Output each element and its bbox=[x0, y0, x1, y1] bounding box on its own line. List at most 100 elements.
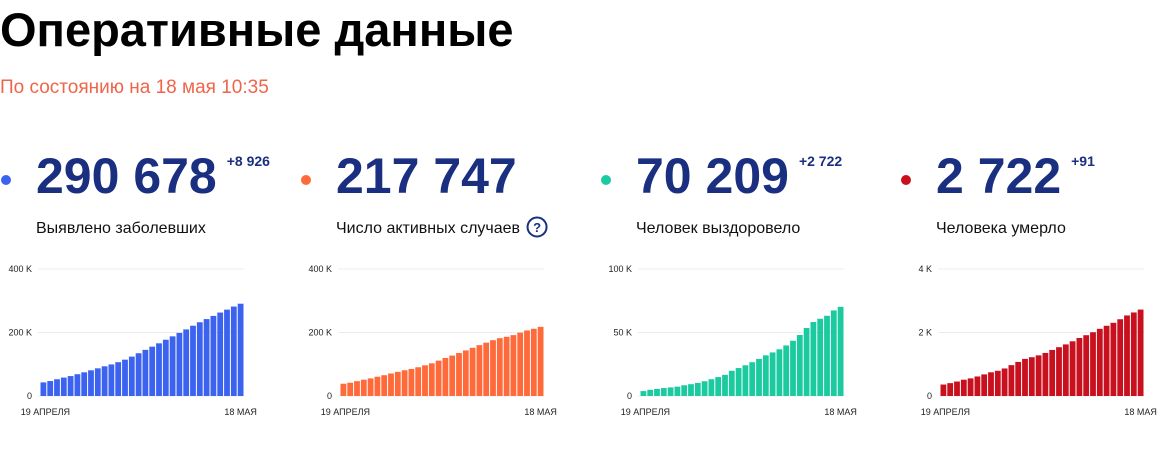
bar bbox=[660, 388, 667, 396]
y-tick-label: 0 bbox=[327, 391, 332, 401]
bar bbox=[790, 340, 796, 396]
bar bbox=[442, 357, 449, 396]
help-icon[interactable] bbox=[526, 216, 548, 238]
bar bbox=[394, 371, 401, 396]
bar bbox=[647, 389, 654, 396]
y-tick-label: 400 K bbox=[308, 264, 332, 274]
bar bbox=[803, 328, 810, 396]
bar bbox=[67, 376, 74, 396]
bar bbox=[1028, 357, 1035, 396]
help-icon-glyph: ? bbox=[533, 220, 541, 235]
bar bbox=[469, 347, 476, 396]
bar bbox=[142, 349, 149, 396]
bar bbox=[967, 378, 974, 396]
bar bbox=[428, 363, 435, 396]
bar bbox=[756, 358, 762, 396]
bar bbox=[1130, 312, 1137, 396]
bar bbox=[108, 364, 115, 396]
y-tick-label: 200 K bbox=[8, 328, 32, 338]
bar bbox=[196, 322, 203, 396]
bar bbox=[667, 387, 674, 396]
bar bbox=[510, 335, 517, 396]
bar bbox=[476, 345, 483, 396]
bar bbox=[415, 367, 422, 396]
bar bbox=[422, 365, 428, 396]
page-title: Оперативные данные bbox=[0, 3, 514, 56]
bar bbox=[1096, 328, 1103, 396]
metric-label: Выявлено заболевших bbox=[36, 220, 206, 237]
bar bbox=[674, 386, 681, 396]
bar bbox=[449, 355, 456, 396]
bar bbox=[1103, 325, 1110, 396]
bar bbox=[1117, 319, 1124, 396]
bar bbox=[483, 342, 490, 396]
bar bbox=[81, 372, 88, 396]
bar bbox=[762, 355, 769, 396]
bar bbox=[722, 374, 728, 396]
bar bbox=[1049, 349, 1056, 396]
bar bbox=[708, 379, 715, 396]
headline-number: 217 747 bbox=[336, 148, 517, 204]
bar bbox=[830, 310, 837, 396]
headline-number: 70 209 bbox=[636, 148, 789, 204]
bar bbox=[1022, 358, 1028, 396]
bar bbox=[1110, 322, 1117, 396]
bar bbox=[776, 349, 783, 396]
bar bbox=[54, 379, 60, 396]
x-tick-label: 18 МАЯ bbox=[224, 407, 257, 417]
bar bbox=[524, 330, 530, 396]
bar bbox=[88, 370, 94, 396]
bar bbox=[530, 328, 537, 396]
bar bbox=[1008, 365, 1015, 396]
bar bbox=[115, 362, 122, 396]
status-dot bbox=[301, 175, 311, 185]
bar bbox=[947, 383, 954, 396]
bar bbox=[728, 370, 735, 396]
bar bbox=[101, 366, 108, 396]
bar bbox=[162, 339, 169, 396]
bar bbox=[388, 373, 394, 396]
bar bbox=[156, 343, 162, 396]
bar bbox=[94, 368, 101, 396]
bar bbox=[981, 374, 988, 396]
y-tick-label: 0 bbox=[927, 391, 932, 401]
bar bbox=[1069, 341, 1076, 396]
bar bbox=[517, 332, 524, 396]
bar bbox=[340, 383, 347, 396]
bar bbox=[824, 315, 830, 396]
bar bbox=[1056, 347, 1062, 396]
bar bbox=[456, 353, 462, 396]
metric-label: Число активных случаев bbox=[336, 220, 520, 237]
y-tick-label: 0 bbox=[627, 391, 632, 401]
bar bbox=[210, 315, 217, 396]
bar bbox=[769, 352, 776, 396]
bar bbox=[462, 350, 469, 396]
bar bbox=[367, 378, 374, 396]
metric-label: Человек выздоровело bbox=[636, 220, 800, 237]
x-tick-label: 19 АПРЕЛЯ bbox=[321, 407, 370, 417]
bar bbox=[783, 345, 790, 396]
bar bbox=[230, 306, 237, 396]
bar bbox=[974, 376, 981, 396]
bar bbox=[817, 318, 824, 396]
bar bbox=[749, 362, 756, 396]
bar bbox=[176, 332, 183, 396]
x-tick-label: 19 АПРЕЛЯ bbox=[21, 407, 70, 417]
bar bbox=[360, 379, 367, 396]
bar bbox=[60, 377, 67, 396]
bar bbox=[217, 312, 224, 396]
bar bbox=[940, 384, 947, 396]
delta: +2 722 bbox=[799, 153, 842, 169]
bar bbox=[169, 336, 176, 396]
bar bbox=[681, 385, 688, 396]
metric-label: Человека умерло bbox=[936, 220, 1066, 237]
bar bbox=[954, 381, 960, 396]
x-tick-label: 18 МАЯ bbox=[1124, 407, 1157, 417]
subtitle: По состоянию на 18 мая 10:35 bbox=[0, 77, 269, 98]
x-tick-label: 18 МАЯ bbox=[524, 407, 557, 417]
bar bbox=[435, 360, 442, 396]
y-tick-label: 4 K bbox=[918, 264, 932, 274]
bar bbox=[401, 370, 408, 396]
bar bbox=[640, 391, 647, 396]
headline-number: 2 722 bbox=[936, 148, 1061, 204]
